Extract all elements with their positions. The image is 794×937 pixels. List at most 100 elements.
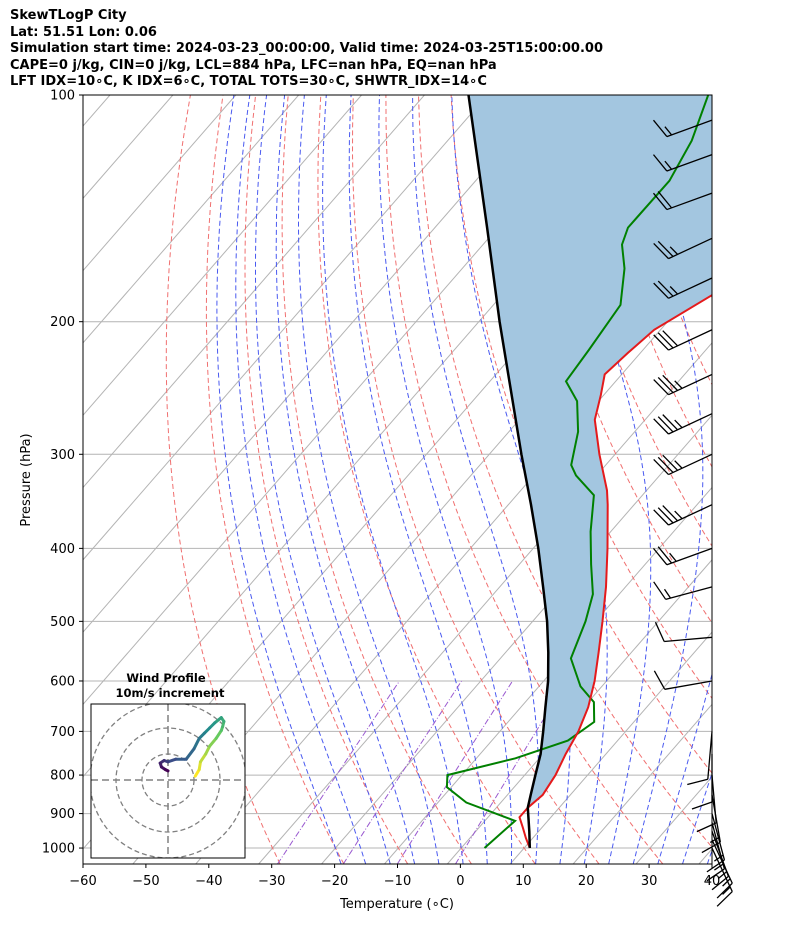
isotherm-line bbox=[83, 95, 362, 416]
wind-barb-feather bbox=[722, 878, 731, 887]
cape-shaded-area bbox=[468, 95, 712, 808]
wind-barb-shaft bbox=[666, 154, 713, 172]
dry-adiabat-line bbox=[711, 95, 712, 98]
y-tick-label: 500 bbox=[50, 615, 75, 630]
dry-adiabat-line bbox=[385, 95, 664, 864]
wind-barb-shaft bbox=[664, 636, 713, 643]
wind-barb bbox=[706, 813, 726, 873]
hodograph-segment bbox=[214, 729, 223, 740]
x-tick-label: 40 bbox=[704, 874, 721, 889]
wind-barb-feather bbox=[718, 871, 728, 879]
parcel-profile-line bbox=[467, 95, 550, 849]
wind-barb bbox=[653, 237, 713, 260]
wind-barb-feather bbox=[687, 778, 708, 786]
x-tick-label: 10 bbox=[515, 874, 532, 889]
wind-barb-feather bbox=[664, 160, 673, 170]
wind-barb-shaft bbox=[668, 329, 713, 351]
wind-barb-feather bbox=[654, 621, 665, 642]
wind-barb-shaft bbox=[666, 547, 713, 566]
wind-barb-feather bbox=[657, 376, 674, 394]
hodograph-segment bbox=[208, 736, 218, 748]
isotherm-line bbox=[83, 95, 551, 633]
wind-barb-feather bbox=[653, 418, 669, 435]
wind-barb-feather bbox=[674, 380, 683, 389]
x-tick-label: −60 bbox=[69, 874, 96, 889]
wind-barb-shaft bbox=[664, 680, 713, 690]
wind-barbs bbox=[652, 119, 733, 907]
x-axis-ticks: −60 −50 −40 −30 −20 −10 0 10 20 30 40 bbox=[69, 864, 720, 889]
station-location: Lat: 51.51 Lon: 0.06 bbox=[10, 24, 157, 40]
wind-barb-feather bbox=[674, 510, 683, 520]
dry-adiabat-line bbox=[281, 95, 472, 864]
wind-barb-feather bbox=[669, 246, 679, 255]
x-tick-label: −20 bbox=[321, 874, 348, 889]
mixing-ratio-lines bbox=[277, 680, 568, 864]
wind-barb-feather bbox=[653, 509, 669, 526]
wind-barb bbox=[653, 277, 713, 299]
wind-barb-feather bbox=[706, 868, 725, 882]
wind-barb-feather bbox=[652, 119, 668, 137]
wind-barb-shaft bbox=[707, 731, 713, 780]
y-tick-label: 900 bbox=[50, 807, 75, 822]
wind-barb bbox=[654, 621, 713, 643]
y-tick-label: 300 bbox=[50, 448, 75, 463]
moist-adiabat-line bbox=[216, 95, 342, 864]
isotherm-line bbox=[509, 631, 712, 864]
mixing-ratio-line bbox=[342, 680, 463, 864]
stability-indices: LFT IDX=10∘C, K IDX=6∘C, TOTAL TOTS=30∘C… bbox=[10, 74, 487, 89]
hodograph-segment bbox=[199, 752, 208, 764]
wind-barb-feather bbox=[714, 863, 724, 871]
y-tick-label: 200 bbox=[50, 315, 75, 330]
wind-barb-feather bbox=[662, 374, 679, 391]
y-tick-label: 100 bbox=[50, 89, 75, 104]
y-tick-label: 400 bbox=[50, 542, 75, 557]
wind-barb-feather bbox=[657, 416, 674, 433]
isotherm-line bbox=[83, 95, 488, 561]
x-tick-label: −10 bbox=[384, 874, 411, 889]
wind-barb-shaft bbox=[711, 775, 717, 823]
wind-barb-shaft bbox=[668, 277, 713, 299]
wind-barb-feather bbox=[657, 280, 674, 297]
wind-barb-feather bbox=[653, 458, 669, 476]
temperature-line bbox=[518, 293, 712, 849]
wind-barb bbox=[696, 775, 717, 833]
dry-adiabat-line bbox=[548, 95, 712, 547]
dry-adiabat-line bbox=[165, 95, 281, 864]
isotherm-line bbox=[572, 703, 712, 864]
hodograph-segment bbox=[192, 736, 201, 751]
isotherm-line bbox=[321, 414, 712, 864]
moist-adiabat-line bbox=[628, 95, 704, 864]
x-tick-label: −40 bbox=[195, 874, 222, 889]
moist-adiabat-line bbox=[255, 95, 391, 864]
moist-adiabat-line bbox=[275, 95, 416, 864]
moist-adiabat-line bbox=[348, 95, 488, 864]
wind-barb-feather bbox=[674, 460, 683, 469]
y-tick-label: 800 bbox=[50, 769, 75, 784]
isotherm-line bbox=[83, 95, 300, 344]
wind-barb-feather bbox=[662, 505, 679, 522]
isotherm-line bbox=[83, 95, 425, 489]
dry-adiabats bbox=[165, 95, 712, 864]
x-tick-label: 30 bbox=[641, 874, 658, 889]
y-tick-label: 1000 bbox=[42, 842, 75, 857]
hodograph-segment bbox=[184, 747, 196, 761]
wind-barb-feather bbox=[653, 242, 669, 260]
hodograph-frame bbox=[90, 703, 246, 859]
hodograph-trace bbox=[158, 716, 226, 778]
moist-adiabat-line bbox=[706, 848, 712, 864]
wind-barb-feather bbox=[711, 875, 729, 891]
wind-barb-shaft bbox=[668, 453, 713, 476]
wind-barb bbox=[653, 329, 713, 351]
wind-barb bbox=[652, 119, 713, 138]
wind-barb-feather bbox=[716, 891, 733, 907]
wind-barb-shaft bbox=[668, 504, 713, 526]
simulation-times: Simulation start time: 2024-03-23_00:00:… bbox=[10, 41, 603, 56]
wind-barb-feather bbox=[709, 836, 720, 843]
hodograph-inset: Wind Profile 10m/s increment bbox=[90, 671, 246, 859]
wind-barb-feather bbox=[652, 192, 668, 210]
dry-adiabat-line bbox=[317, 95, 536, 864]
wind-barb bbox=[701, 794, 721, 854]
wind-barb bbox=[652, 191, 713, 211]
isotherm-line bbox=[698, 848, 712, 864]
